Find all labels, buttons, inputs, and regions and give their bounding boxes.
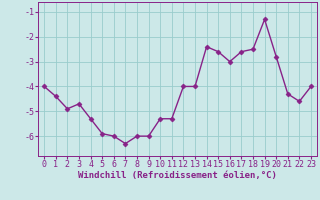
X-axis label: Windchill (Refroidissement éolien,°C): Windchill (Refroidissement éolien,°C) [78,171,277,180]
